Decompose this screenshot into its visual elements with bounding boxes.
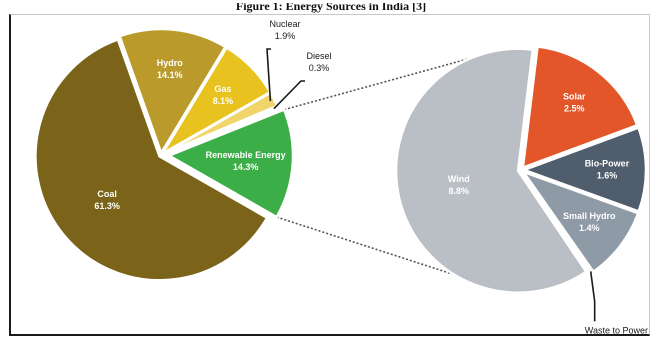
callout-label-diesel: Diesel	[306, 51, 331, 61]
slice-value-small-hydro: 1.4%	[579, 223, 600, 233]
main-pie	[34, 27, 295, 282]
callout-line-diesel	[273, 80, 305, 110]
callout-line-nuclear	[266, 48, 272, 102]
chart-frame: Coal 61.3% Hydro 14.1% Gas 8.1% Renewable Ener…	[9, 14, 650, 336]
slice-value-renewable-energy: 14.3%	[233, 162, 259, 172]
figure-caption: Figure 1: Energy Sources in India [3]	[235, 0, 427, 13]
connector-line-bottom	[276, 216, 464, 279]
pie-slice-wind	[394, 47, 589, 294]
callout-label-nuclear: Nuclear	[269, 19, 300, 29]
slice-value-coal: 61.3%	[94, 201, 120, 211]
slice-value-hydro: 14.1%	[157, 70, 183, 80]
callout-label-waste-to-power: Waste to Power	[585, 325, 648, 335]
pie-slice-solar	[521, 45, 639, 170]
pie-slice-bio-power	[520, 126, 648, 214]
callout-value-nuclear: 1.9%	[275, 31, 296, 41]
slice-label-small-hydro: Small Hydro	[563, 211, 616, 221]
slice-label-wind: Wind	[448, 174, 470, 184]
callout-value-diesel: 0.3%	[309, 63, 330, 73]
connector-lines	[276, 56, 476, 279]
slice-label-solar: Solar	[563, 92, 586, 102]
slice-label-coal: Coal	[97, 189, 117, 199]
slice-label-bio-power: Bio-Power	[585, 159, 630, 169]
slice-value-gas: 8.1%	[213, 96, 234, 106]
pie-slice-hydro	[118, 27, 228, 156]
slice-labels: Coal 61.3% Hydro 14.1% Gas 8.1% Renewable Ener…	[94, 19, 648, 335]
pie-of-pie-chart: Coal 61.3% Hydro 14.1% Gas 8.1% Renewable Ener…	[34, 19, 648, 335]
pie-slice-renewable-energy	[166, 108, 295, 219]
pie-slice-small-hydro	[520, 169, 640, 274]
callout-line-waste-to-power	[589, 271, 596, 322]
slice-label-renewable-energy: Renewable Energy	[206, 150, 286, 160]
slice-label-gas: Gas	[214, 84, 231, 94]
slice-value-solar: 2.5%	[564, 104, 585, 114]
renewable-breakdown-pie	[394, 45, 648, 294]
slice-label-hydro: Hydro	[157, 58, 184, 68]
slice-value-bio-power: 1.6%	[597, 171, 618, 181]
slice-value-wind: 8.8%	[449, 186, 470, 196]
connector-line-top	[283, 56, 476, 111]
pie-slice-coal	[34, 37, 269, 282]
